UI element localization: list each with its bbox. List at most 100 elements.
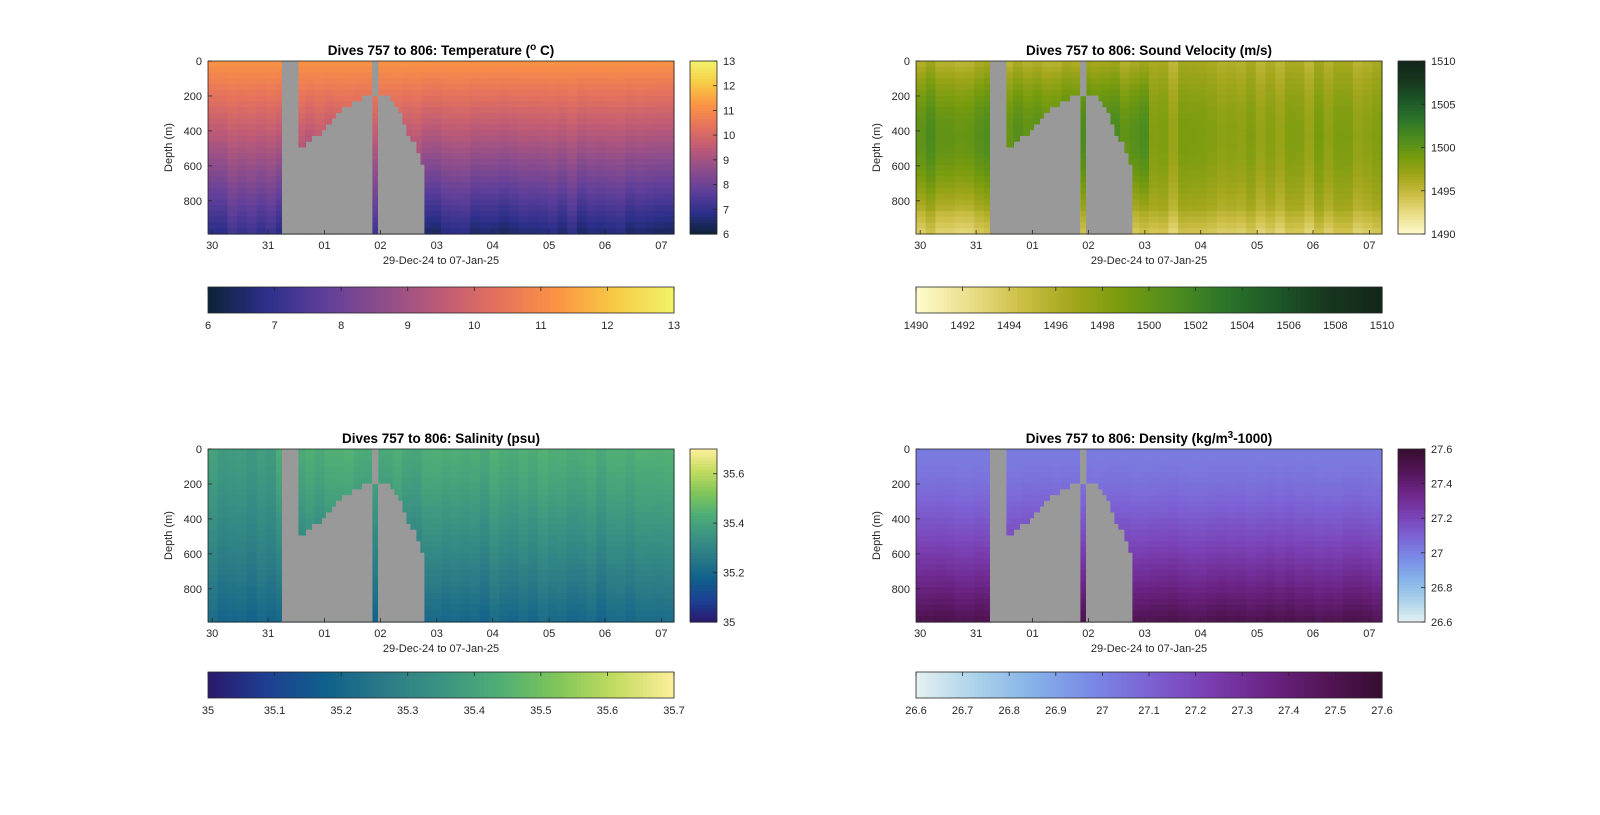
missing-data-cell [290,222,293,229]
missing-data-cell [1014,159,1017,166]
heatmap-cell [518,141,529,149]
missing-data-cell [1008,193,1011,200]
heatmap-cell [431,89,442,97]
heatmap-cell [1352,101,1364,108]
missing-data-cell [290,72,293,79]
missing-data-cell [322,164,325,172]
heatmap-cell [518,78,529,85]
heatmap-cell [1149,170,1160,177]
missing-data-cell [408,135,411,143]
missing-data-cell [360,153,363,160]
missing-data-cell [336,153,339,160]
missing-data-cell [382,176,385,183]
missing-data-cell [346,141,349,149]
heatmap-cell [1178,89,1189,97]
missing-data-cell [376,72,379,79]
missing-data-cell [412,170,415,177]
missing-data-cell [1000,107,1003,114]
missing-data-cell [386,112,389,120]
heatmap-cell [528,159,539,166]
heatmap-cell [664,170,675,177]
heatmap-cell [983,216,995,224]
heatmap-cell [964,89,975,97]
missing-data-cell [356,141,359,149]
colorbar-swatch [565,287,570,313]
heatmap-cell [606,135,617,143]
missing-data-cell [328,147,331,154]
heatmap-cell [557,107,568,114]
missing-data-cell [382,141,385,149]
heatmap-cell [1255,72,1267,79]
missing-data-cell [360,199,363,206]
heatmap-cell [576,107,588,114]
missing-data-cell [394,141,397,149]
heatmap-cell [1119,107,1131,114]
heatmap-cell [256,147,267,154]
heatmap-cell [1032,72,1043,79]
heatmap-cell [654,199,665,206]
heatmap-cell [1362,187,1373,195]
missing-data-cell [286,130,289,137]
heatmap-cell [974,72,985,79]
missing-data-cell [352,182,355,189]
heatmap-cell [1333,66,1344,74]
missing-data-cell [332,222,335,229]
missing-data-cell [282,153,285,160]
heatmap-cell [1333,216,1344,224]
heatmap-cell [450,95,462,102]
heatmap-cell [518,153,529,160]
missing-data-cell [316,176,319,183]
missing-data-cell [346,182,349,189]
heatmap-cell [1284,130,1296,137]
heatmap-cell [1246,72,1257,79]
heatmap-cell [324,118,335,126]
missing-data-cell [364,95,367,102]
heatmap-cell [664,222,675,229]
missing-data-cell [1010,216,1013,224]
missing-data-cell [286,135,289,143]
missing-data-cell [994,66,997,74]
missing-data-cell [386,228,389,235]
missing-data-cell [290,164,293,172]
missing-data-cell [294,153,297,160]
heatmap-cell [1314,61,1325,68]
missing-data-cell [382,107,385,114]
missing-data-cell [342,193,345,200]
missing-data-cell [282,130,285,137]
colorbar-swatch [441,287,446,313]
missing-data-cell [336,228,339,235]
heatmap-cell [1304,222,1315,229]
heatmap-cell [1362,228,1373,235]
missing-data-cell [310,210,313,218]
missing-data-cell [290,170,293,177]
missing-data-cell [326,182,329,189]
missing-data-cell [356,130,359,137]
missing-data-cell [300,182,303,189]
missing-data-cell [326,159,329,166]
missing-data-cell [334,182,337,189]
heatmap-cell [654,210,665,218]
heatmap-cell [1275,193,1286,200]
missing-data-cell [390,205,393,212]
missing-data-cell [1000,130,1003,137]
missing-data-cell [294,124,297,131]
missing-data-cell [284,130,287,137]
heatmap-cell [266,159,277,166]
missing-data-cell [404,193,407,200]
missing-data-cell [362,216,365,224]
missing-data-cell [318,193,321,200]
heatmap-cell [1362,135,1373,143]
heatmap-cell [508,199,520,206]
heatmap-cell [324,72,335,79]
heatmap-cell [1168,130,1179,137]
heatmap-cell [237,182,248,189]
missing-data-cell [416,170,419,177]
heatmap-cell [606,216,617,224]
heatmap-cell [974,107,985,114]
heatmap-cell [1236,135,1247,143]
missing-data-cell [990,112,993,120]
missing-data-cell [288,147,291,154]
missing-data-cell [296,193,299,200]
heatmap-cell [964,205,975,212]
heatmap-cell [635,135,646,143]
